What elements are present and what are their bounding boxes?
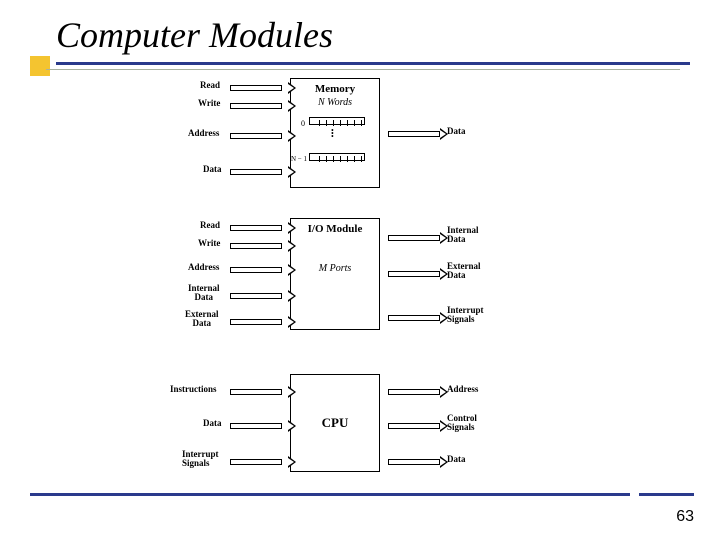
io-arrow-write — [230, 240, 290, 252]
mem-label-addr: Address — [188, 128, 219, 138]
io-out-ext — [382, 268, 442, 280]
accent-square — [30, 56, 50, 76]
mem-arrow-write — [230, 100, 290, 112]
mem-dots: ••• — [331, 129, 334, 138]
cpu-label-irq: Interrupt Signals — [182, 450, 219, 468]
page-number: 63 — [676, 508, 694, 526]
mem-label-data-in: Data — [203, 164, 222, 174]
cpu-label-data: Data — [203, 418, 222, 428]
io-out-irq — [382, 312, 442, 324]
mem-arrow-data-out — [382, 128, 442, 140]
title-rule-bottom — [46, 69, 680, 70]
footer-rule-right — [639, 493, 694, 496]
memory-box: Memory N Words 0 ••• N − 1 — [290, 78, 380, 188]
title-rule-top — [56, 62, 690, 65]
io-title: I/O Module — [291, 219, 379, 235]
io-label-read: Read — [200, 220, 220, 230]
io-label-addr: Address — [188, 262, 219, 272]
cpu-title: CPU — [322, 415, 349, 431]
io-label-ext: External Data — [185, 310, 219, 328]
io-box: I/O Module M Ports — [290, 218, 380, 330]
mem-word-0 — [309, 117, 365, 138]
diagram: Memory N Words 0 ••• N − 1 Read Write Ad… — [160, 78, 520, 498]
cpu-box: CPU — [290, 374, 380, 472]
io-outlabel-irq: Interrupt Signals — [447, 306, 484, 324]
io-arrow-ext — [230, 316, 290, 328]
mem-label-data-out: Data — [447, 126, 466, 136]
mem-label-read: Read — [200, 80, 220, 90]
memory-title: Memory — [291, 79, 379, 95]
mem-label-write: Write — [198, 98, 220, 108]
io-out-int — [382, 232, 442, 244]
title-decoration — [56, 62, 690, 72]
mem-arrow-read — [230, 82, 290, 94]
cpu-outlabel-ctrl: Control Signals — [447, 414, 477, 432]
io-arrow-addr — [230, 264, 290, 276]
mem-arrow-data-in — [230, 166, 290, 178]
io-outlabel-ext: External Data — [447, 262, 481, 280]
cpu-label-inst: Instructions — [170, 384, 217, 394]
cpu-out-data — [382, 456, 442, 468]
io-label-int: Internal Data — [188, 284, 220, 302]
io-sub: M Ports — [291, 263, 379, 274]
mem-idx-n: N − 1 — [291, 155, 307, 163]
footer-rule-left — [30, 493, 630, 496]
mem-arrow-addr — [230, 130, 290, 142]
memory-sub: N Words — [291, 97, 379, 108]
io-outlabel-int: Internal Data — [447, 226, 479, 244]
io-label-write: Write — [198, 238, 220, 248]
mem-idx-0: 0 — [301, 119, 305, 128]
cpu-arrow-inst — [230, 386, 290, 398]
cpu-outlabel-addr: Address — [447, 384, 478, 394]
cpu-arrow-irq — [230, 456, 290, 468]
mem-word-n — [309, 153, 365, 174]
io-arrow-int — [230, 290, 290, 302]
cpu-out-addr — [382, 386, 442, 398]
page-title: Computer Modules — [56, 14, 690, 56]
cpu-arrow-data — [230, 420, 290, 432]
cpu-out-ctrl — [382, 420, 442, 432]
cpu-outlabel-data: Data — [447, 454, 466, 464]
io-arrow-read — [230, 222, 290, 234]
